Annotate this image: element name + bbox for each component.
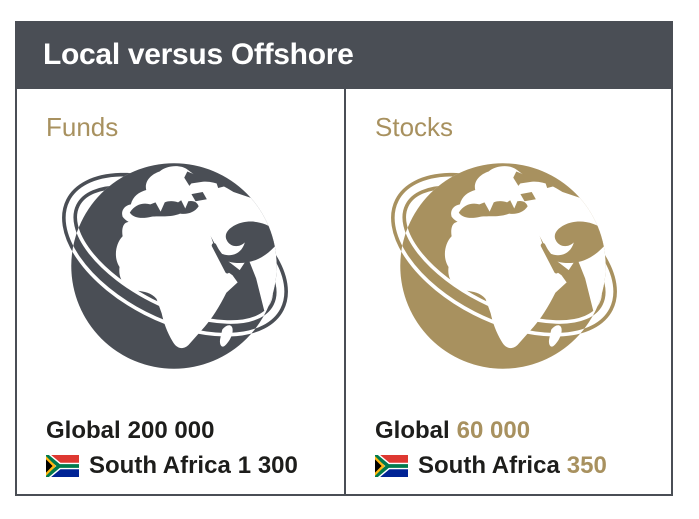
funds-sa-value: 1 300 <box>237 452 298 479</box>
stocks-sa-label: South Africa <box>418 452 560 479</box>
card-header: Local versus Offshore <box>15 21 673 89</box>
panel-funds: Funds Global 200 000 South Africa 1 300 <box>17 89 344 494</box>
stocks-stats: Global 60 000 South Africa 350 <box>375 410 607 480</box>
stocks-south-africa-row: South Africa 350 <box>375 452 607 480</box>
local-vs-offshore-card: Local versus Offshore Funds Global 200 0… <box>15 21 673 496</box>
stocks-global-row: Global 60 000 <box>375 417 607 445</box>
card-body: Funds Global 200 000 South Africa 1 300 <box>15 89 673 496</box>
stocks-global-value: 60 000 <box>456 417 531 444</box>
stocks-sa-value: 350 <box>566 452 607 479</box>
card-title: Local versus Offshore <box>43 38 354 71</box>
funds-sa-label: South Africa <box>89 452 231 479</box>
funds-global-label: Global <box>46 417 121 444</box>
funds-stats: Global 200 000 South Africa 1 300 <box>46 410 298 480</box>
panel-stocks: Stocks Global 60 000 South Africa 350 <box>344 89 671 494</box>
globe-gold-icon <box>390 157 618 375</box>
panel-funds-label: Funds <box>46 112 119 142</box>
south-africa-flag-icon <box>375 455 408 477</box>
funds-global-value: 200 000 <box>127 417 215 444</box>
south-africa-flag-icon <box>46 455 79 477</box>
panel-stocks-label: Stocks <box>375 112 454 142</box>
stocks-global-label: Global <box>375 417 450 444</box>
funds-global-row: Global 200 000 <box>46 417 298 445</box>
globe-dark-icon <box>61 157 289 375</box>
funds-south-africa-row: South Africa 1 300 <box>46 452 298 480</box>
